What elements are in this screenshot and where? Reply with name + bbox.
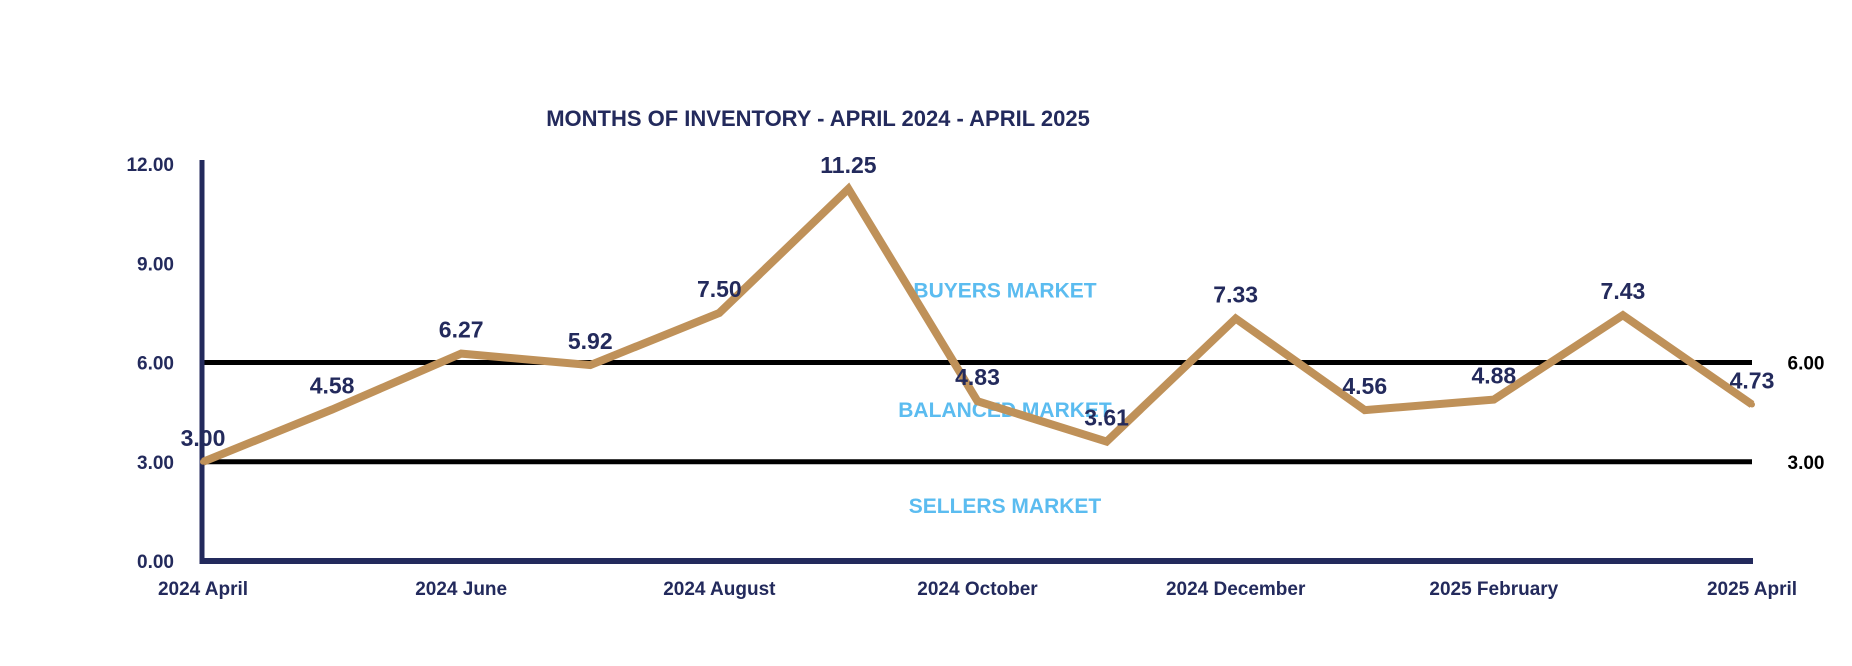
data-point [716, 309, 723, 316]
zone-label-sellers-market: SELLERS MARKET [909, 495, 1102, 518]
data-label: 7.43 [1601, 278, 1646, 304]
data-point [1619, 312, 1626, 319]
data-label: 4.83 [955, 364, 1000, 390]
data-point [1490, 396, 1497, 403]
data-point [587, 362, 594, 369]
data-point [974, 398, 981, 405]
data-label: 11.25 [820, 152, 876, 178]
data-label: 4.58 [310, 372, 355, 398]
zone-label-buyers-market: BUYERS MARKET [913, 280, 1096, 303]
x-tick-label: 2025 February [1429, 579, 1558, 600]
data-label: 6.27 [439, 317, 484, 343]
data-label: 3.00 [181, 425, 226, 451]
reference-line-label: 3.00 [1788, 453, 1825, 474]
data-label: 4.56 [1342, 373, 1387, 399]
data-label: 7.50 [697, 276, 742, 302]
chart-title: MONTHS OF INVENTORY - APRIL 2024 - APRIL… [546, 106, 1090, 131]
data-point [200, 458, 206, 465]
data-point [1103, 438, 1110, 445]
data-point [329, 406, 336, 413]
chart-axes: 0.00 3.00 6.00 9.00 12.00 2024 April 2024 June… [126, 155, 1797, 600]
x-tick-label: 2024 August [663, 579, 776, 600]
x-tick-label: 2024 December [1166, 579, 1306, 600]
y-tick-label: 9.00 [137, 254, 174, 275]
y-tick-label: 0.00 [137, 552, 174, 573]
x-tick-label: 2025 April [1707, 579, 1797, 600]
reference-line-label: 6.00 [1788, 354, 1825, 375]
data-point [1361, 407, 1368, 414]
data-label: 3.61 [1084, 405, 1129, 431]
data-point [458, 350, 465, 357]
data-series [200, 182, 1755, 466]
y-tick-label: 3.00 [137, 453, 174, 474]
y-tick-label: 6.00 [137, 354, 174, 375]
data-labels: 3.00 4.58 6.27 5.92 7.50 11.25 4.83 3.61 7.33 4.5… [181, 152, 1775, 451]
x-tick-label: 2024 June [415, 579, 507, 600]
data-point [1749, 401, 1755, 408]
reference-lines: 6.00 3.00 [203, 354, 1824, 474]
data-label: 5.92 [568, 328, 613, 354]
x-tick-label: 2024 April [158, 579, 248, 600]
data-label: 7.33 [1213, 281, 1258, 307]
data-label: 4.73 [1730, 368, 1775, 394]
data-point [1232, 315, 1239, 322]
data-point [845, 185, 852, 192]
data-label: 4.88 [1471, 363, 1516, 389]
x-tick-label: 2024 October [917, 579, 1038, 600]
y-tick-label: 12.00 [126, 155, 174, 176]
